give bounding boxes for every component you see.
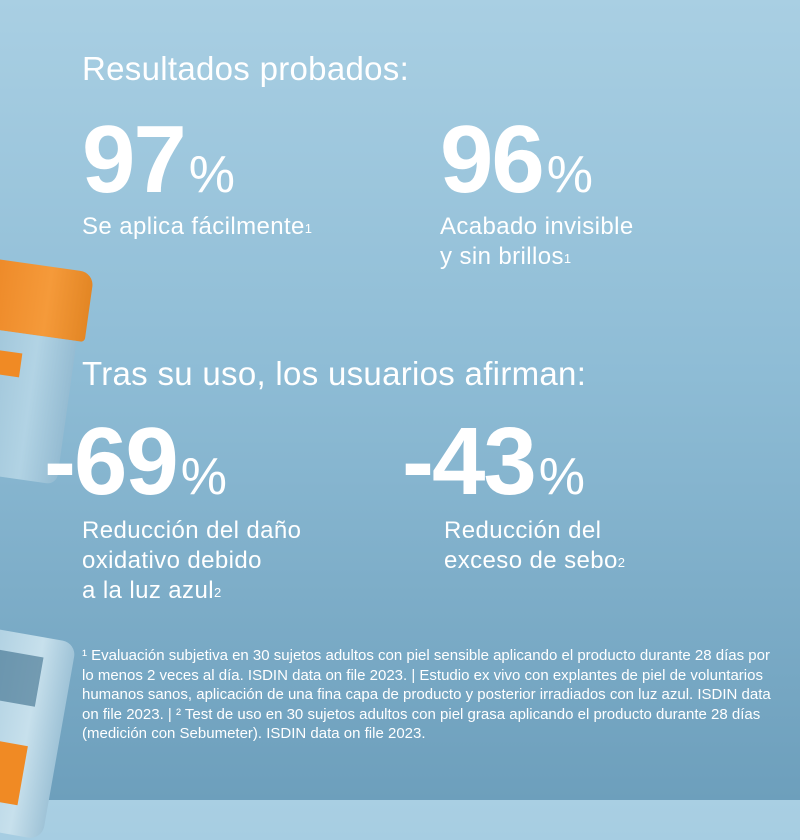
stat-label: Reducción del daño oxidativo debido a la…: [82, 517, 302, 604]
product-tube-image: [0, 623, 77, 840]
stat-value: -43: [402, 408, 537, 515]
stat-label: Acabado invisible y sin brillos1: [440, 213, 634, 270]
stat-43: -43% Reducción del exceso de sebo2: [402, 414, 625, 576]
footnote-text: ¹ Evaluación subjetiva en 30 sujetos adu…: [82, 647, 771, 742]
stat-label: Se aplica fácilmente1: [82, 213, 313, 240]
stat-96: 96% Acabado invisible y sin brillos1: [440, 112, 634, 272]
stat-value: -69: [44, 408, 179, 515]
stat-unit: %: [546, 146, 594, 204]
stat-unit: %: [188, 146, 236, 204]
stat-97: 97% Se aplica fácilmente1: [82, 112, 312, 242]
stat-69: -69% Reducción del daño oxidativo debido…: [44, 414, 301, 606]
stat-value: 96: [440, 106, 545, 213]
stat-value: 97: [82, 106, 187, 213]
stat-unit: %: [538, 448, 585, 506]
stat-unit: %: [180, 448, 227, 506]
stat-label: Reducción del exceso de sebo2: [444, 517, 626, 574]
section-heading-users: Tras su uso, los usuarios afirman:: [82, 355, 587, 392]
section-heading-results: Resultados probados:: [82, 50, 410, 87]
